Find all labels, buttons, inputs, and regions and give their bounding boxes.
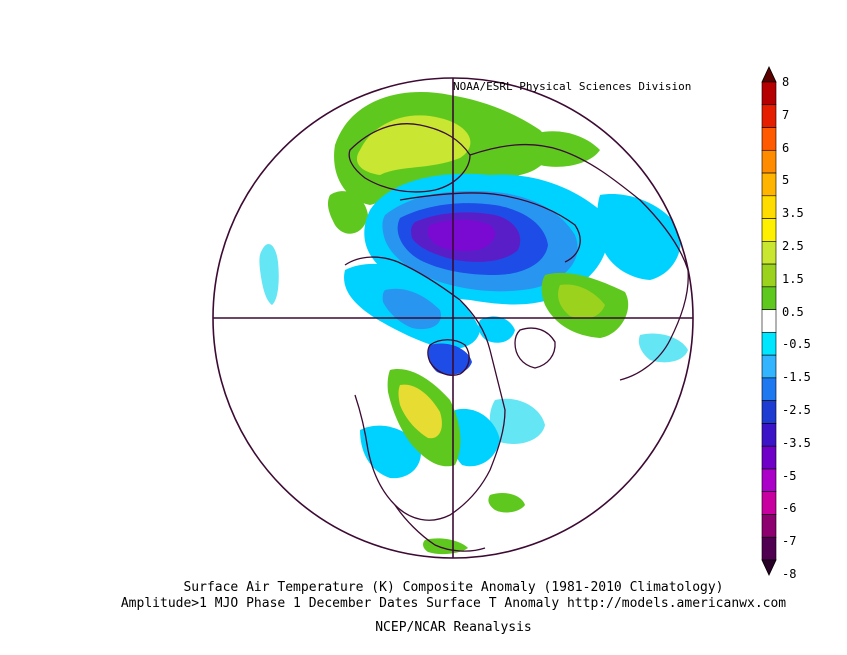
credit-text: NOAA/ESRL Physical Sciences Division (453, 80, 692, 93)
colorbar-swatch (761, 445, 777, 470)
colorbar-swatch (761, 423, 777, 447)
caption-title: Surface Air Temperature (K) Composite An… (183, 580, 724, 595)
cool-anomaly-hudson (428, 343, 472, 375)
colorbar-swatch (761, 286, 777, 310)
cool-anomaly-western-us (360, 425, 421, 479)
caption-source: NCEP/NCAR Reanalysis (375, 620, 532, 635)
colorbar-swatch (761, 514, 777, 538)
colorbar-swatch (761, 81, 777, 106)
colorbar-swatch (761, 332, 777, 356)
colorbar-swatch (761, 104, 777, 128)
warm-anomaly-alaska (327, 191, 368, 234)
colorbar-bottom-arrow (761, 559, 777, 576)
colorbar-swatch (761, 536, 777, 561)
colorbar-label: 0.5 (782, 304, 804, 319)
warm-anomaly-western-na-yellow (398, 384, 442, 439)
colorbar-label: 7 (782, 107, 790, 122)
cool-anomaly-east-canada (478, 316, 515, 343)
cool-anomaly-north-atlantic (489, 398, 545, 445)
colorbar-label: -2.5 (782, 403, 811, 417)
colorbar-swatch (761, 354, 777, 379)
coastlines (344, 123, 689, 552)
colorbar-label: -1.5 (782, 370, 811, 385)
colorbar-label: 1.5 (782, 271, 804, 286)
colorbar-swatch (761, 195, 777, 219)
cool-anomaly-eastern-us (450, 408, 500, 467)
coast-central-america (394, 504, 486, 552)
cool-anomaly-canada-blue (382, 288, 441, 330)
colorbar-label: 3.5 (782, 206, 804, 221)
coast-europe (514, 327, 556, 369)
colorbar-swatch (761, 149, 777, 174)
colorbar (761, 66, 777, 576)
coast-eurasia (469, 143, 689, 381)
colorbar-label: 8 (782, 75, 790, 89)
colorbar-swatch (761, 309, 777, 333)
colorbar-swatch (761, 377, 777, 401)
colorbar-label: -5 (782, 468, 797, 483)
warm-anomaly-arctic-light (356, 115, 471, 175)
colorbar-swatch (761, 172, 777, 197)
colorbar-label: 6 (782, 140, 790, 155)
coast-north-america (344, 256, 506, 521)
colorbar-label: -0.5 (782, 337, 811, 352)
colorbar-label: -6 (782, 501, 797, 516)
colorbar-label: 2.5 (782, 239, 804, 253)
cool-anomaly-siberia-core (427, 219, 496, 252)
caption-subtitle: Amplitude>1 MJO Phase 1 December Dates S… (120, 596, 787, 611)
coast-hudson-bay (427, 339, 470, 376)
colorbar-swatch (761, 218, 777, 242)
warm-anomaly-gulf (488, 493, 525, 513)
colorbar-swatch (761, 400, 777, 424)
colorbar-label: -7 (782, 534, 797, 549)
colorbar-swatch (761, 263, 777, 288)
coast-greenland (348, 123, 471, 193)
colorbar-top-arrow (761, 66, 777, 83)
colorbar-label: 5 (782, 173, 790, 188)
cool-anomaly-pacific (259, 243, 279, 305)
coast-siberia-arctic (399, 192, 581, 263)
anomaly-field (327, 92, 688, 555)
colorbar-swatch (761, 491, 777, 515)
cool-anomaly-east-asia (597, 194, 681, 280)
colorbar-label: -8 (782, 567, 797, 581)
colorbar-swatch (761, 468, 777, 493)
colorbar-swatch (761, 241, 777, 265)
colorbar-label: -3.5 (782, 435, 811, 450)
warm-anomaly-east-asia-light (558, 284, 605, 319)
cool-anomaly-southeast-asia (638, 333, 688, 363)
colorbar-swatch (761, 127, 777, 151)
